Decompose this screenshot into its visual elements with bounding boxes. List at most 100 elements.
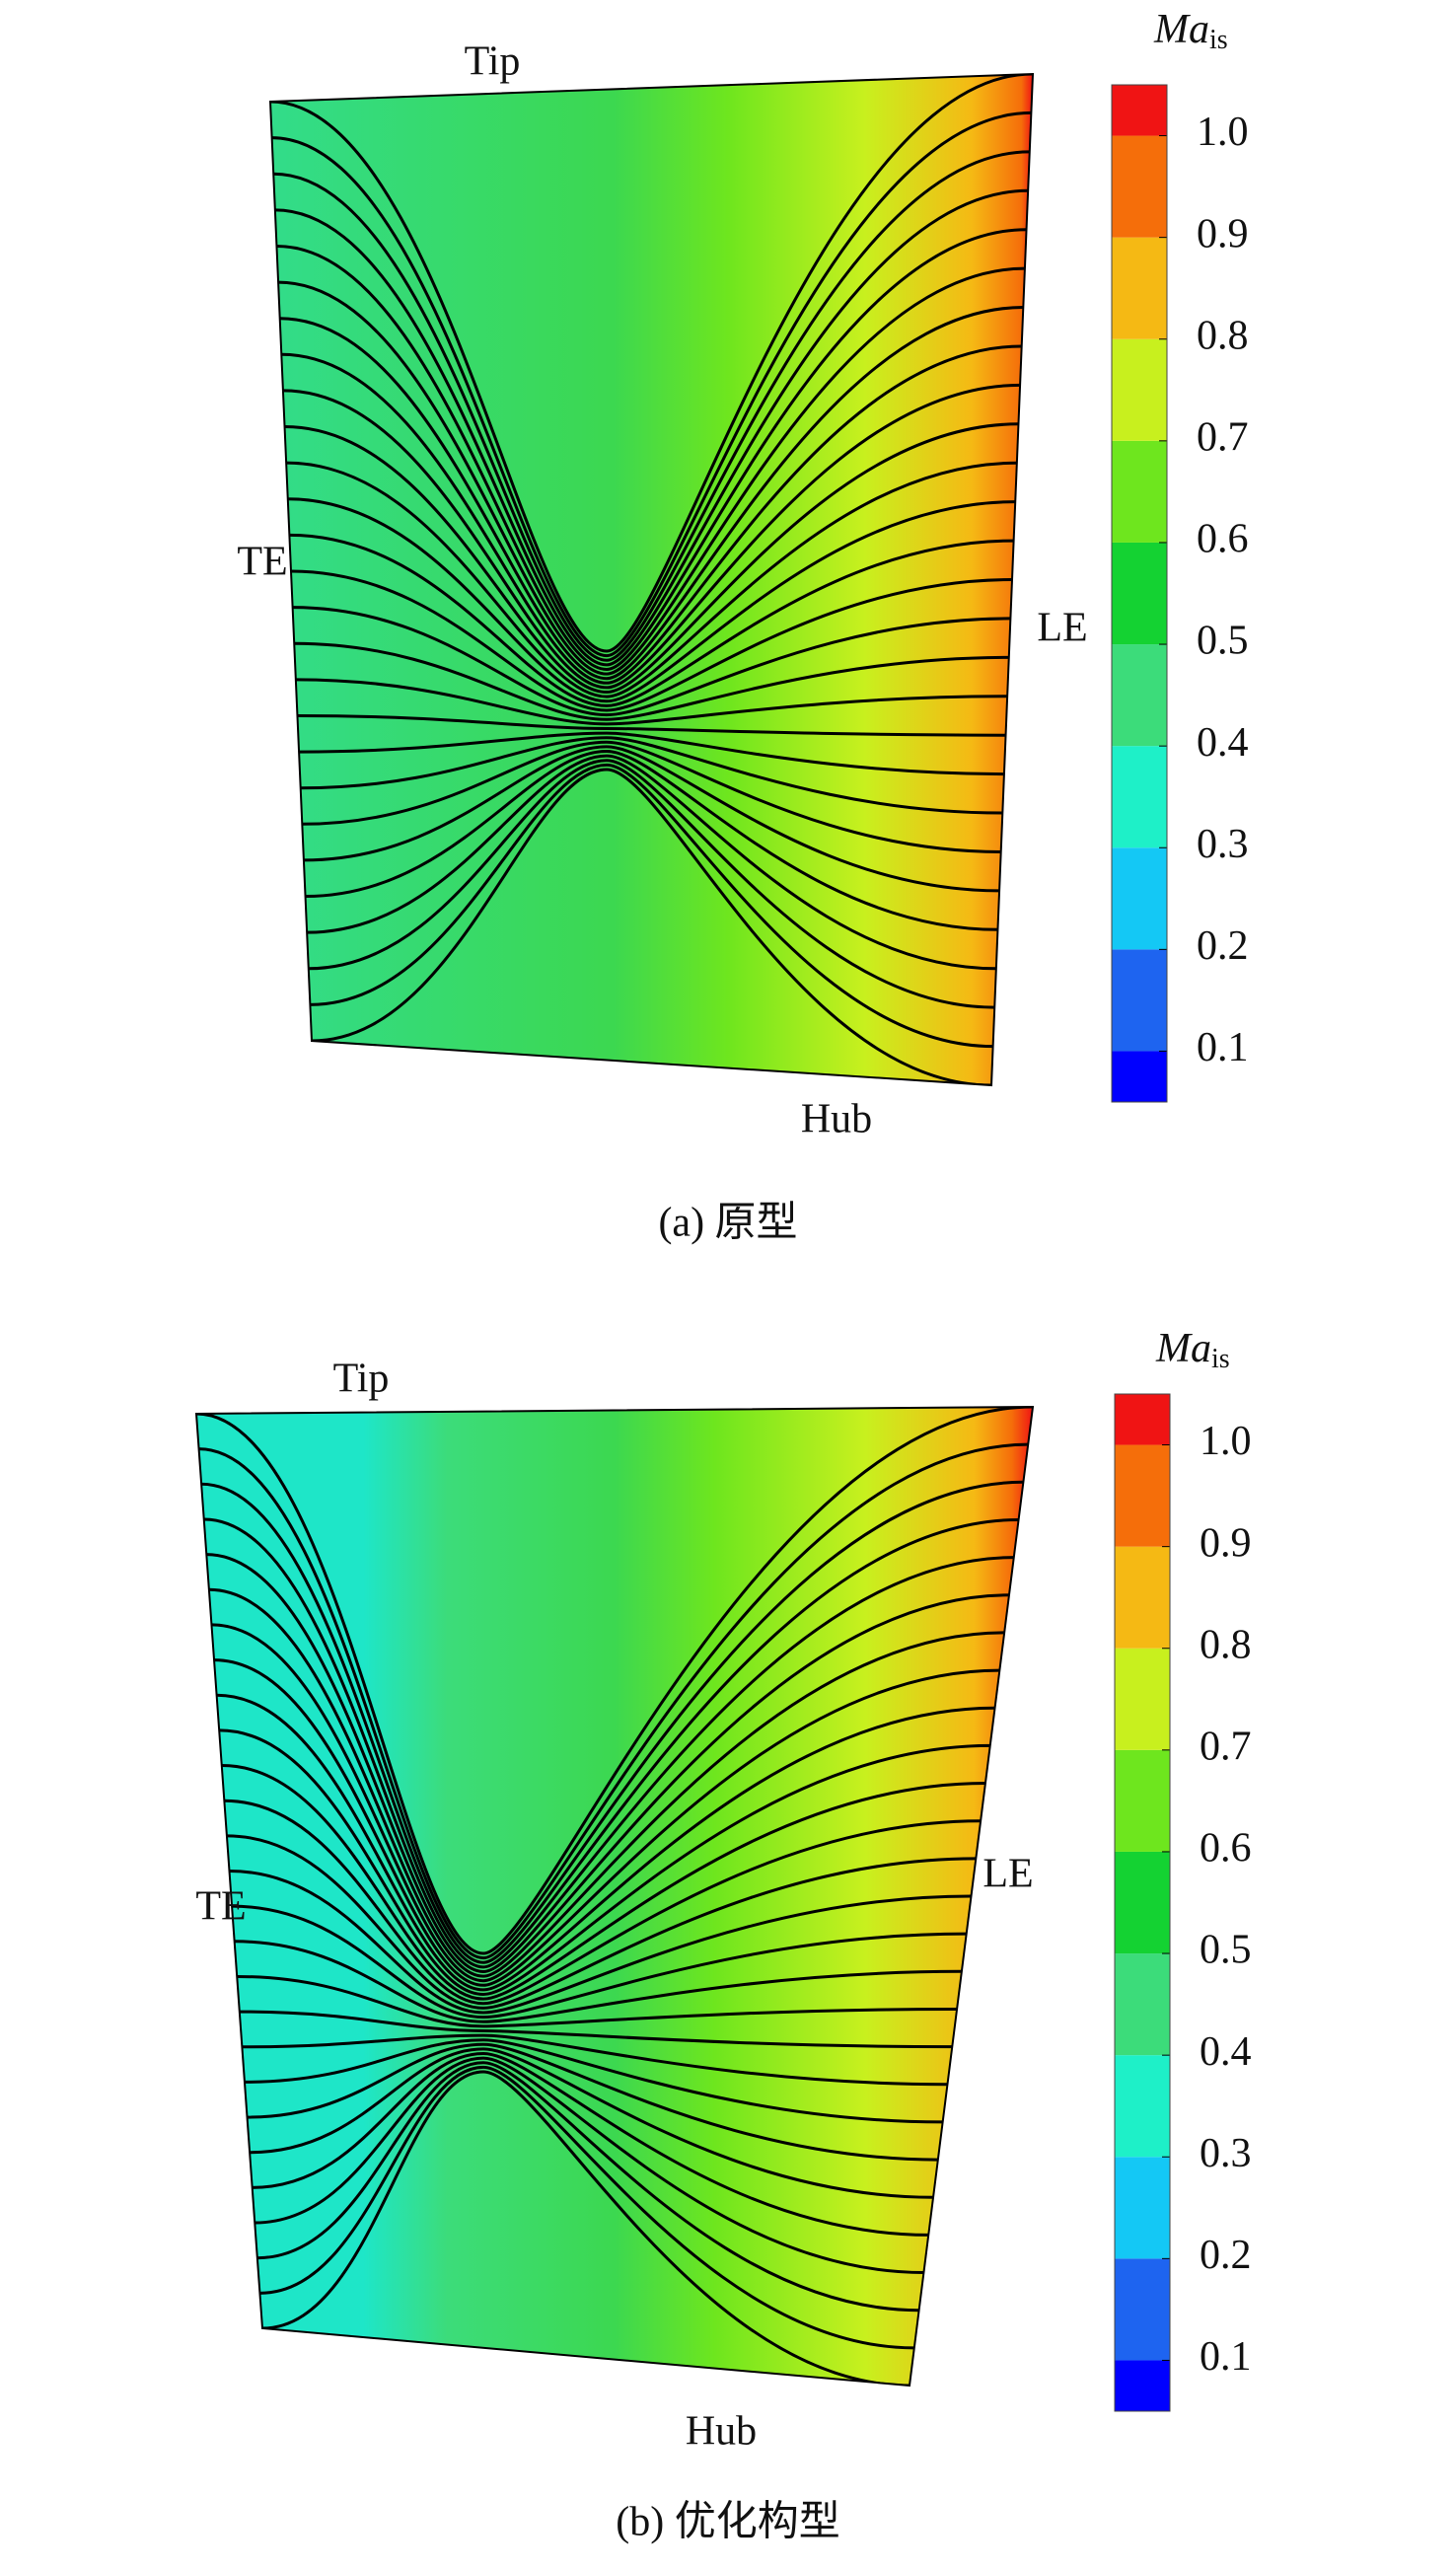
streamline	[482, 2061, 919, 2313]
streamline	[201, 1482, 484, 1964]
tick-label: 0.8	[1200, 1622, 1252, 1667]
label-te: TE	[237, 540, 287, 585]
color-band	[1112, 542, 1167, 645]
streamline	[482, 1556, 1014, 1973]
streamline	[482, 1407, 1033, 1955]
streamline	[302, 740, 608, 826]
streamline	[287, 497, 608, 703]
streamline	[482, 1706, 995, 1992]
streamline	[606, 763, 993, 1049]
streamline	[214, 1658, 484, 1987]
streamline	[606, 750, 998, 931]
streamline	[234, 1940, 484, 2023]
streamline	[244, 2038, 484, 2084]
streamline	[482, 2065, 914, 2350]
color-band	[1112, 440, 1167, 543]
surface-outline	[268, 72, 1035, 1087]
label-le: LE	[983, 1852, 1033, 1897]
color-band	[1112, 847, 1167, 950]
colorbar-title: Mais	[1153, 7, 1228, 56]
streamline	[250, 2047, 484, 2155]
streamline	[482, 1782, 985, 2001]
streamline	[221, 1764, 484, 2001]
streamline	[482, 1668, 1000, 1987]
streamline	[482, 1819, 982, 2006]
color-band	[1112, 135, 1167, 238]
streamline	[308, 759, 608, 971]
streamline	[606, 150, 1030, 662]
streamline	[606, 266, 1025, 676]
color-band	[1115, 1444, 1170, 1547]
streamline	[482, 2007, 958, 2028]
colorbar-frame	[1114, 1393, 1171, 2412]
surface-outline	[194, 1405, 1035, 2387]
streamline	[482, 1969, 962, 2023]
tick-label: 0.4	[1197, 720, 1249, 766]
color-band	[1115, 1749, 1170, 1852]
label-te: TE	[195, 1884, 246, 1930]
streamline	[216, 1693, 484, 1992]
streamline	[196, 1412, 484, 1955]
streamline	[281, 352, 608, 685]
streamline	[606, 736, 1003, 815]
streamline	[606, 539, 1014, 707]
streamline	[606, 695, 1008, 726]
streamline	[482, 2033, 948, 2087]
streamline	[219, 1728, 484, 1997]
color-band	[1115, 1953, 1170, 2056]
streamline	[292, 606, 608, 717]
streamline	[482, 2042, 938, 2162]
streamline	[606, 740, 1001, 853]
color-band	[1112, 338, 1167, 441]
streamline	[311, 768, 608, 1043]
streamline	[482, 1480, 1024, 1964]
streamline	[482, 2038, 943, 2124]
color-band	[1115, 1394, 1170, 1445]
color-band	[1115, 1546, 1170, 1649]
streamline	[482, 1932, 967, 2020]
streamline	[482, 1743, 990, 1997]
tick-label: 0.7	[1200, 1724, 1252, 1769]
color-band	[1112, 949, 1167, 1052]
streamline	[606, 754, 996, 971]
streamline	[606, 383, 1021, 690]
streamline	[606, 500, 1016, 703]
streamline	[482, 1442, 1029, 1960]
streamline	[295, 678, 608, 726]
contour-surface	[196, 1407, 1033, 2386]
color-band	[1115, 2157, 1170, 2259]
streamline	[255, 2056, 484, 2225]
streamline	[305, 750, 608, 899]
streamline	[606, 422, 1019, 695]
color-band	[1112, 644, 1167, 747]
streamline	[307, 754, 608, 934]
tick-label: 0.5	[1197, 619, 1249, 664]
tick-label: 0.2	[1200, 2233, 1252, 2278]
label-hub: Hub	[801, 1097, 872, 1142]
tick-label: 0.9	[1197, 211, 1249, 257]
streamline	[256, 2061, 484, 2260]
streamline	[224, 1799, 484, 2006]
streamline	[482, 2056, 924, 2275]
streamline	[299, 731, 608, 754]
streamline	[208, 1587, 484, 1978]
tick-label: 1.0	[1197, 110, 1249, 155]
streamline	[606, 188, 1029, 667]
tick-label: 1.0	[1200, 1419, 1252, 1464]
streamline	[290, 569, 608, 712]
streamline	[310, 763, 608, 1006]
streamline	[606, 306, 1024, 681]
streamline	[606, 344, 1022, 685]
streamline	[237, 1974, 484, 2028]
streamline	[606, 768, 992, 1085]
streamline	[303, 745, 608, 862]
streamline	[286, 461, 608, 698]
tick-label: 0.2	[1197, 923, 1249, 969]
streamline	[606, 745, 1000, 893]
tick-label: 0.7	[1197, 414, 1249, 460]
streamline	[606, 228, 1027, 671]
streamline	[482, 2070, 910, 2386]
streamline	[482, 1517, 1019, 1969]
streamline	[247, 2042, 484, 2119]
